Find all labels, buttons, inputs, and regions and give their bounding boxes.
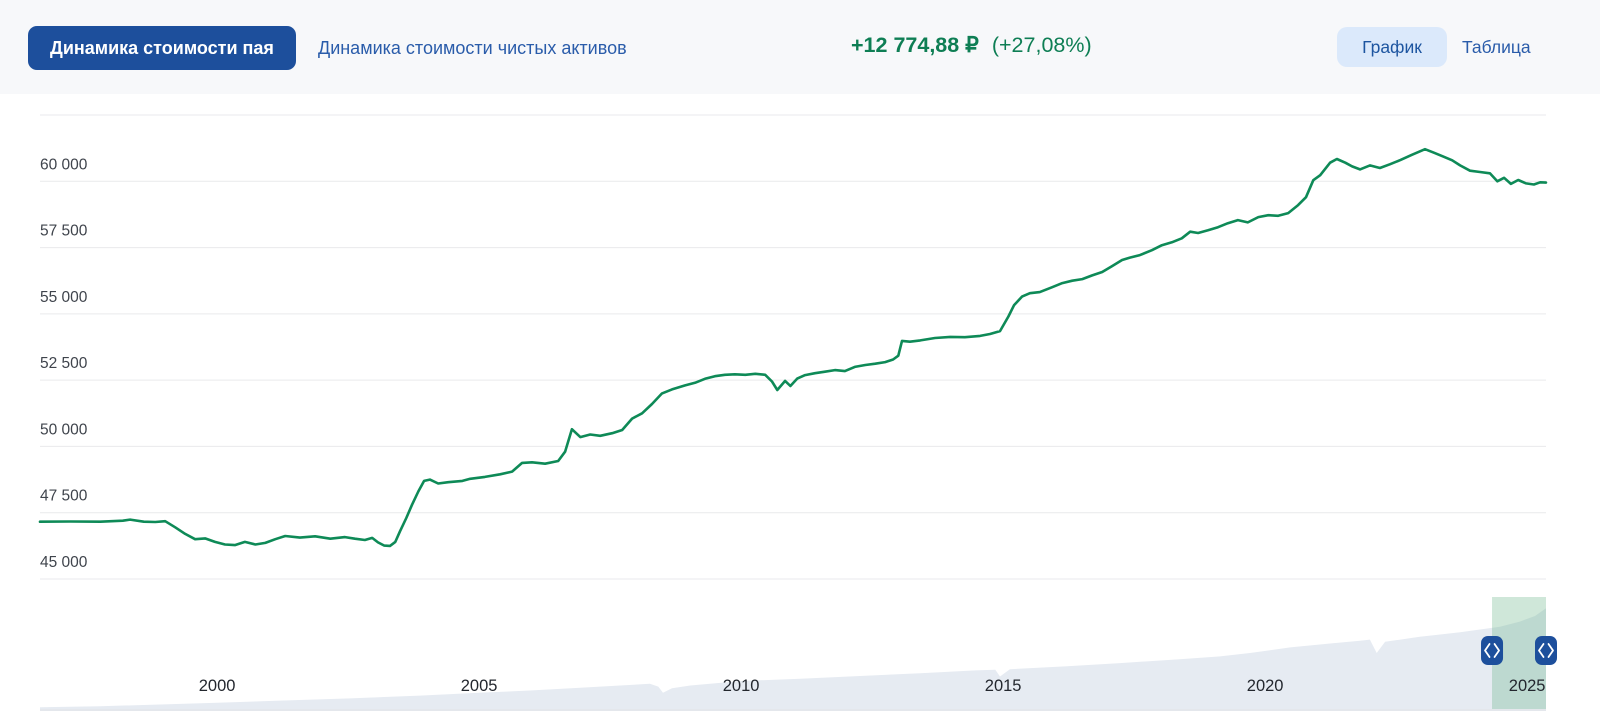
gain-value: +12 774,88 ₽ [851,33,979,57]
y-tick-label: 60 000 [40,156,88,173]
tab-unit-price-dynamics[interactable]: Динамика стоимости пая [28,26,296,70]
navigator-handle-left[interactable] [1481,636,1504,665]
y-tick-label: 47 500 [40,488,88,505]
y-tick-label: 45 000 [40,554,88,571]
x-tick-label: 2005 [461,677,498,695]
chevron-right-icon [1493,643,1500,658]
y-tick-label: 57 500 [40,223,88,240]
chart-toolbar: Динамика стоимости пая Динамика стоимост… [0,0,1600,94]
y-tick-label: 50 000 [40,421,88,438]
x-tick-label: 2000 [199,677,236,695]
x-tick-label: 2010 [723,677,760,695]
chevron-left-icon [1538,643,1545,658]
view-toggle-chart[interactable]: График [1337,27,1447,67]
gain-percent: (+27,08%) [991,33,1092,57]
chevron-right-icon [1547,643,1554,658]
gain-summary: +12 774,88 ₽ (+27,08%) [851,33,1092,58]
view-toggle-table[interactable]: Таблица [1456,27,1537,67]
y-tick-label: 52 500 [40,355,88,372]
x-tick-label: 2015 [985,677,1022,695]
navigator-handle-right[interactable] [1535,636,1557,665]
x-tick-label: 2020 [1247,677,1284,695]
tab-net-assets-dynamics[interactable]: Динамика стоимости чистых активов [318,26,627,70]
price-line [38,147,1548,548]
y-tick-label: 55 000 [40,289,88,306]
chevron-left-icon [1484,643,1491,658]
navigator-area[interactable] [40,608,1546,709]
x-tick-label: 2025 [1509,677,1546,695]
